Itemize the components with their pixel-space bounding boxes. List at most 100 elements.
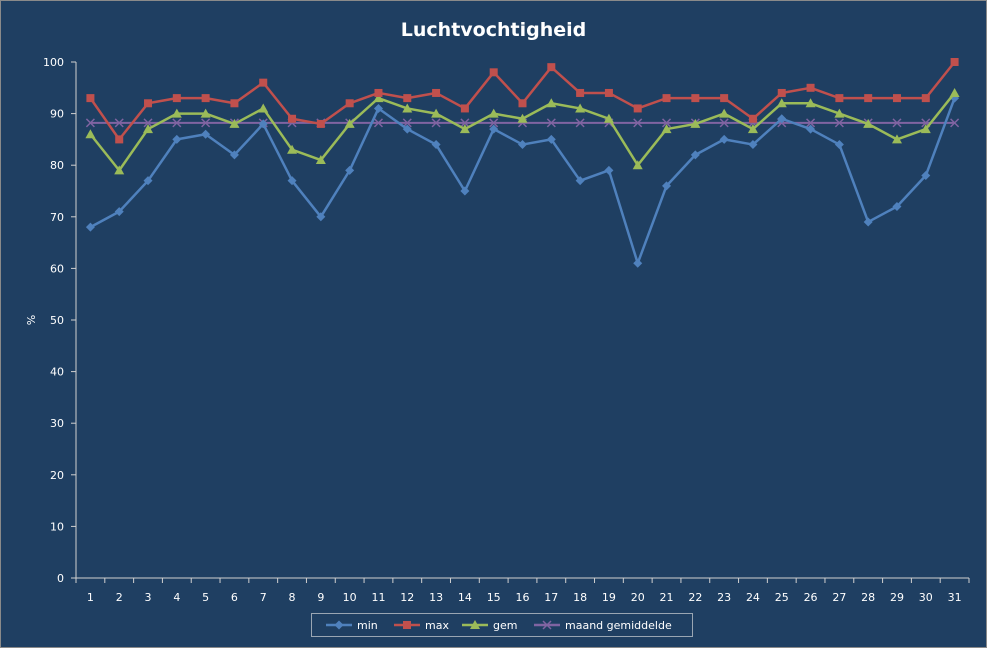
y-tick-label: 40 <box>50 366 64 379</box>
point-maand-gemiddelde <box>633 118 643 128</box>
legend-marker-maand-gemiddelde <box>542 620 552 630</box>
point-max <box>633 104 642 113</box>
point-gem <box>402 103 413 113</box>
x-tick-label: 8 <box>289 591 296 604</box>
legend-marker-min <box>334 620 344 630</box>
point-maand-gemiddelde-stroke <box>373 118 383 128</box>
point-max <box>288 114 297 123</box>
point-gem <box>891 134 902 144</box>
point-maand-gemiddelde <box>85 118 95 128</box>
point-max <box>748 114 757 123</box>
point-gem <box>114 165 125 175</box>
y-tick-label: 30 <box>50 417 64 430</box>
x-tick-label: 22 <box>688 591 702 604</box>
point-gem <box>546 98 557 108</box>
point-gem <box>229 118 240 128</box>
point-maand-gemiddelde <box>806 118 816 128</box>
x-tick-label: 5 <box>202 591 209 604</box>
point-min <box>258 119 268 129</box>
point-min <box>633 258 643 268</box>
point-max <box>144 99 153 108</box>
point-min <box>921 171 931 181</box>
point-gem <box>200 108 211 118</box>
point-gem <box>431 108 442 118</box>
point-max <box>316 119 325 128</box>
point-maand-gemiddelde-stroke <box>402 118 412 128</box>
point-maand-gemiddelde-stroke <box>806 118 816 128</box>
point-maand-gemiddelde-stroke <box>719 118 729 128</box>
point-maand-gemiddelde-stroke <box>662 118 672 128</box>
point-min <box>460 186 470 196</box>
point-min <box>892 201 902 211</box>
legend-marker-maand-gemiddelde-stroke <box>542 620 552 630</box>
point-maand-gemiddelde-stroke <box>85 118 95 128</box>
x-tick-label: 26 <box>804 591 818 604</box>
legend-marker-gem <box>470 620 480 629</box>
point-gem <box>459 124 470 134</box>
x-tick-label: 24 <box>746 591 760 604</box>
chart-title: Luchtvochtigheid <box>400 19 587 41</box>
point-gem <box>834 108 845 118</box>
point-gem <box>661 124 672 134</box>
legend-label-maand-gemiddelde: maand gemiddelde <box>565 619 672 632</box>
point-gem <box>171 108 182 118</box>
point-min <box>575 176 585 186</box>
point-min <box>172 134 182 144</box>
point-maand-gemiddelde-stroke <box>834 118 844 128</box>
point-max <box>201 94 210 103</box>
point-min <box>748 140 758 150</box>
point-max <box>547 63 556 72</box>
point-gem <box>344 118 355 128</box>
point-maand-gemiddelde <box>719 118 729 128</box>
point-maand-gemiddelde <box>431 118 441 128</box>
y-tick-label: 10 <box>50 520 64 533</box>
point-maand-gemiddelde-stroke <box>172 118 182 128</box>
point-gem <box>603 113 614 123</box>
point-maand-gemiddelde <box>402 118 412 128</box>
point-maand-gemiddelde <box>546 118 556 128</box>
point-max <box>403 94 412 103</box>
point-min <box>834 140 844 150</box>
point-min <box>662 181 672 191</box>
point-min <box>373 103 383 113</box>
y-tick-label: 20 <box>50 469 64 482</box>
legend-label-max: max <box>425 619 449 632</box>
point-gem <box>632 160 643 170</box>
point-max <box>950 58 959 66</box>
point-maand-gemiddelde-stroke <box>921 118 931 128</box>
point-maand-gemiddelde-stroke <box>892 118 902 128</box>
y-tick-label: 0 <box>57 572 64 585</box>
point-maand-gemiddelde-stroke <box>950 118 960 128</box>
point-min <box>777 114 787 124</box>
y-axis-label: % <box>25 315 38 325</box>
point-max <box>777 88 786 97</box>
point-min <box>229 150 239 160</box>
point-max <box>662 94 671 103</box>
point-min <box>201 129 211 139</box>
point-gem <box>863 118 874 128</box>
point-min <box>85 222 95 232</box>
point-gem <box>805 98 816 108</box>
point-gem <box>776 98 787 108</box>
point-maand-gemiddelde <box>460 118 470 128</box>
point-maand-gemiddelde-stroke <box>201 118 211 128</box>
legend: min max gem maand gemiddelde <box>311 613 693 637</box>
point-maand-gemiddelde <box>950 118 960 128</box>
point-gem <box>690 118 701 128</box>
x-tick-label: 10 <box>343 591 357 604</box>
legend-label-min: min <box>357 619 378 632</box>
y-tick-label: 60 <box>50 262 64 275</box>
point-maand-gemiddelde <box>892 118 902 128</box>
point-min <box>402 124 412 134</box>
point-max <box>86 94 95 103</box>
point-max <box>230 99 239 108</box>
point-maand-gemiddelde <box>114 118 124 128</box>
x-tick-label: 2 <box>116 591 123 604</box>
x-tick-label: 12 <box>400 591 414 604</box>
point-maand-gemiddelde-stroke <box>546 118 556 128</box>
x-tick-label: 18 <box>573 591 587 604</box>
x-tick-label: 7 <box>260 591 267 604</box>
point-maand-gemiddelde <box>662 118 672 128</box>
y-tick-label: 80 <box>50 159 64 172</box>
